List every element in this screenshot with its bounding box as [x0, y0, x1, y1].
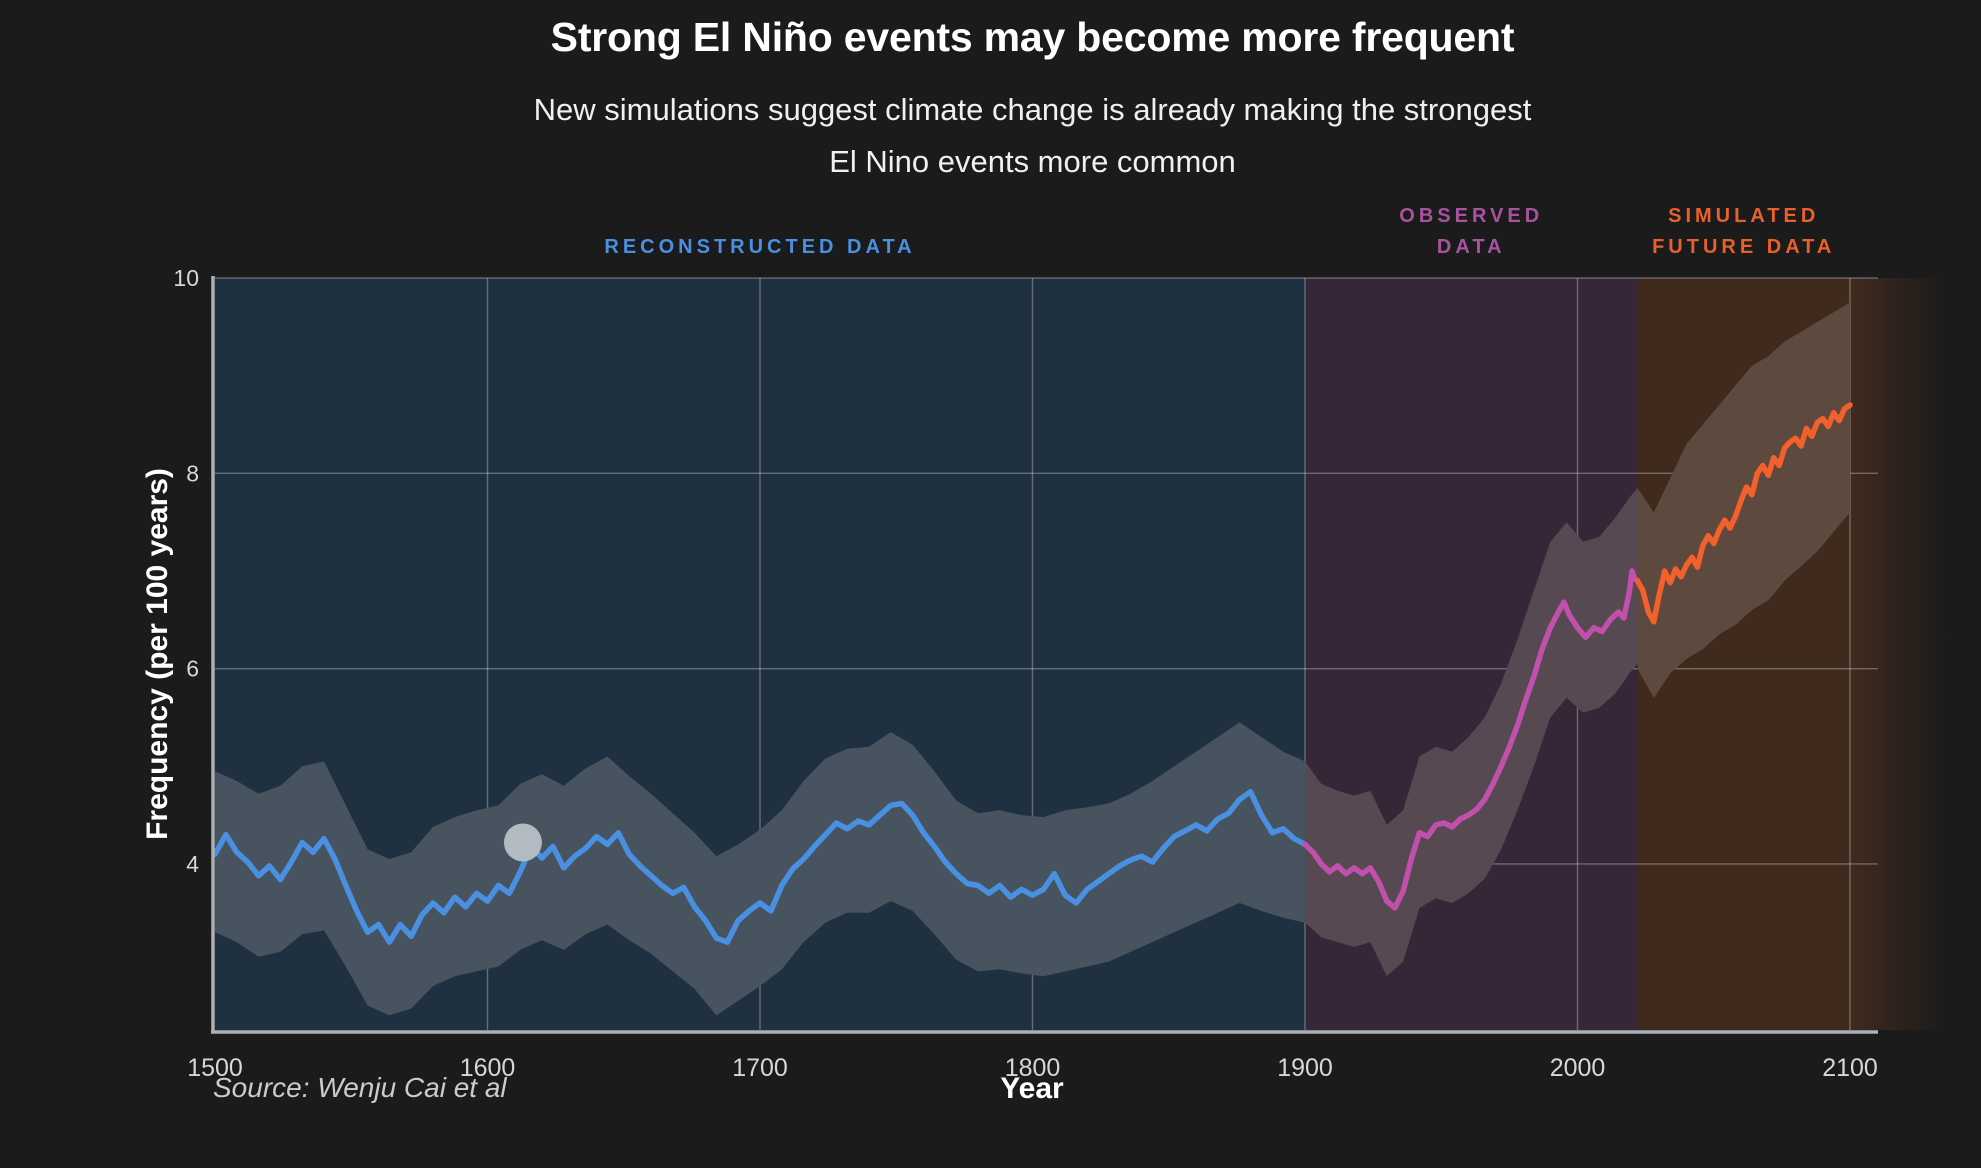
y-tick-label-4: 4	[186, 851, 199, 877]
chart-subtitle-line-2: El Nino events more common	[829, 144, 1236, 179]
y-tick-label-8: 8	[186, 460, 199, 486]
region-label-reconstructed-data: RECONSTRUCTED DATA	[604, 236, 916, 258]
y-tick-label-10: 10	[173, 265, 199, 291]
series-line-reconstructed	[212, 788, 1308, 945]
y-tick-label-6: 6	[186, 656, 199, 682]
region-label-simulated-future-data: SIMULATED FUTURE DATA	[1652, 205, 1836, 258]
x-tick-label-2000: 2000	[1550, 1054, 1606, 1082]
chart-subtitle-line-1: New simulations suggest climate change i…	[533, 92, 1532, 127]
region-label-observed-data: OBSERVED DATA	[1399, 205, 1544, 258]
x-tick-label-1500: 1500	[187, 1054, 243, 1082]
series-line-simulated-future	[1634, 402, 1853, 625]
x-tick-label-1900: 1900	[1277, 1054, 1333, 1082]
uncertainty-band-reconstructed	[215, 722, 1305, 1016]
y-axis-title: Frequency (per 100 years)	[141, 468, 174, 840]
x-tick-label-1700: 1700	[732, 1054, 788, 1082]
chart-subtitle: New simulations suggest climate change i…	[215, 84, 1850, 188]
series-line-observed	[1302, 568, 1641, 911]
x-tick-label-1800: 1800	[1005, 1054, 1061, 1082]
chart-title: Strong El Niño events may become more fr…	[550, 14, 1515, 60]
highlight-dot	[503, 823, 542, 862]
uncertainty-band-observed	[1305, 488, 1638, 977]
x-axis-title: Year	[1000, 1072, 1064, 1105]
region-fadeout	[1850, 278, 1946, 1030]
x-tick-label-2100: 2100	[1822, 1054, 1878, 1082]
source-note: Source: Wenju Cai et al	[213, 1072, 507, 1103]
x-tick-label-1600: 1600	[460, 1054, 516, 1082]
